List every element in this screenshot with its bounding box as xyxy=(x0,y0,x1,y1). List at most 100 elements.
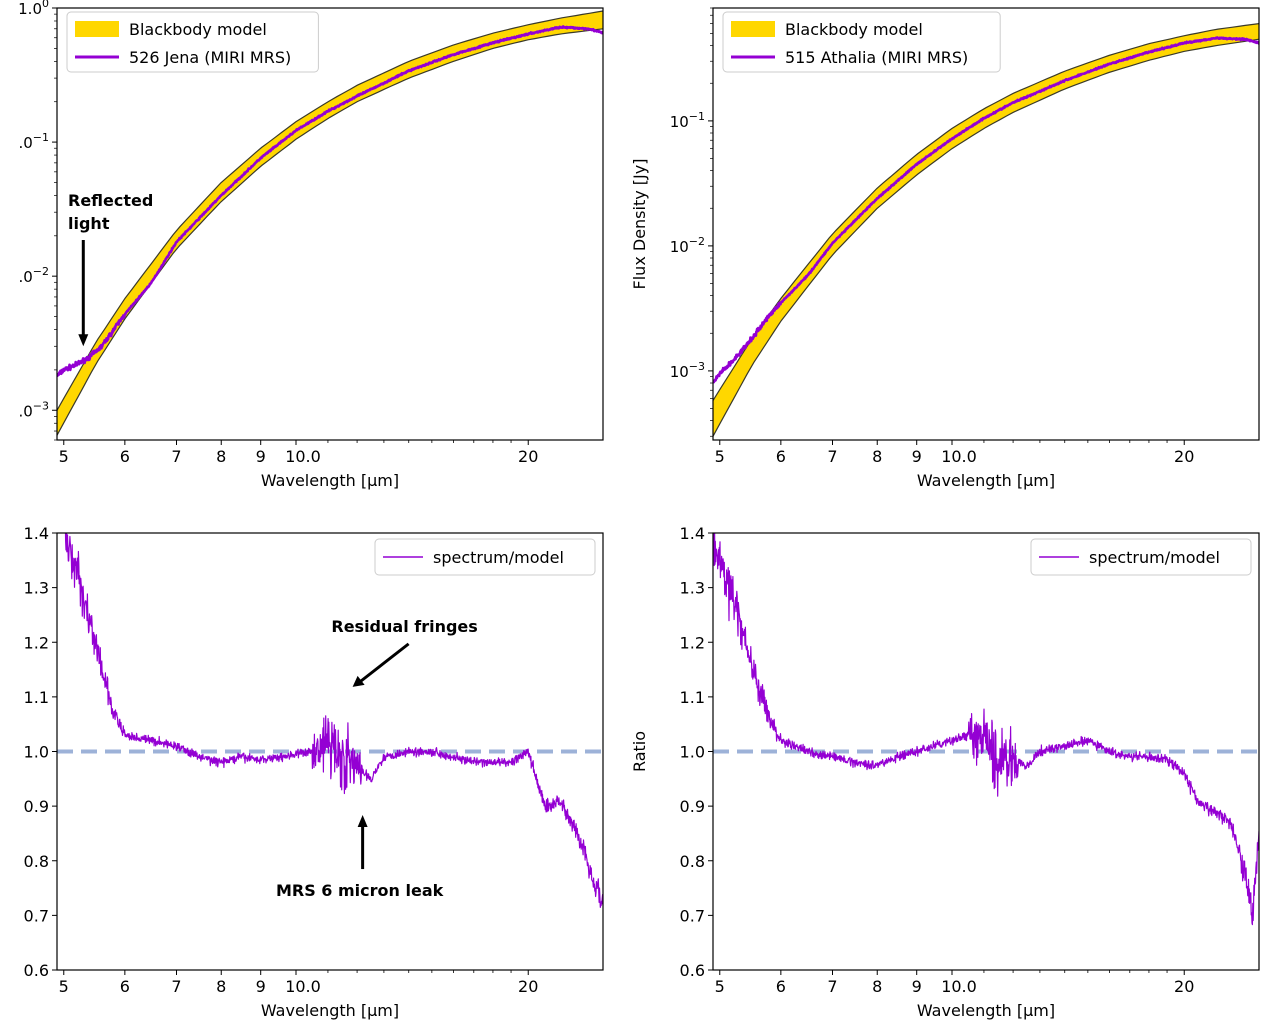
y-axis-label: Ratio xyxy=(630,731,649,772)
x-axis-label: Wavelength [μm] xyxy=(261,1001,399,1020)
x-tick-label: 10.0 xyxy=(941,447,977,466)
annotation-arrow-shaft xyxy=(357,642,410,685)
y-tick-label: 0.6 xyxy=(24,961,49,980)
blackbody-band xyxy=(713,23,1259,437)
x-tick-label: 8 xyxy=(216,447,226,466)
y-tick-label: 1.4 xyxy=(680,524,705,543)
x-tick-label: 9 xyxy=(912,977,922,996)
x-tick-label: 9 xyxy=(912,447,922,466)
x-tick-label: 7 xyxy=(827,977,837,996)
x-tick-label: 10.0 xyxy=(941,977,977,996)
y-tick-label: 1.1 xyxy=(680,688,705,707)
x-tick-label: 20 xyxy=(1174,977,1194,996)
legend-box xyxy=(722,11,1001,73)
x-tick-label: 7 xyxy=(171,977,181,996)
annotation-arrowhead xyxy=(352,675,365,687)
plot-area xyxy=(57,10,603,436)
legend-entry: spectrum/model xyxy=(433,548,564,567)
annotation-text: light xyxy=(68,214,110,233)
plot-area xyxy=(713,23,1259,437)
legend-entry: 515 Athalia (MIRI MRS) xyxy=(785,48,968,67)
x-tick-label: 10.0 xyxy=(285,977,321,996)
legend-swatch-band xyxy=(75,21,119,37)
legend-entry: Blackbody model xyxy=(129,20,267,39)
y-axis: 0.6 0.7 0.8 0.9 1.0 1.1 1.2 1.3 1.4 Ratio xyxy=(630,524,713,980)
axes-frame xyxy=(56,7,604,441)
x-tick-label: 5 xyxy=(715,977,725,996)
y-tick-label: 1.3 xyxy=(680,579,705,598)
x-tick-label: 20 xyxy=(518,977,538,996)
annotation-text: MRS 6 micron leak xyxy=(276,881,444,900)
y-tick-label: 0.8 xyxy=(24,852,49,871)
chart-panel-bottom-right: 5 6 7 8 9 10.0 20 Wavelength [μm] 0.6 0.7 0.8 0.9 1.… xyxy=(630,524,1260,1020)
y-tick-label: 1.2 xyxy=(680,633,705,652)
x-tick-label: 6 xyxy=(120,977,130,996)
annotation-arrowhead xyxy=(78,334,89,347)
x-tick-label: 8 xyxy=(872,447,882,466)
y-axis-label: Flux Density [Jy] xyxy=(630,159,649,290)
axes-frame xyxy=(712,7,1260,441)
y-tick-label: .0−2 xyxy=(18,265,49,286)
x-tick-label: 6 xyxy=(776,447,786,466)
y-tick-label: 0.7 xyxy=(24,906,49,925)
y-tick-label: 0.8 xyxy=(680,852,705,871)
x-axis: 5 6 7 8 9 10.0 20 Wavelength [μm] xyxy=(715,970,1194,1020)
series-515-athalia-miri-mrs- xyxy=(713,36,1259,384)
x-axis: 5 6 7 8 9 10.0 20 Wavelength [μm] xyxy=(715,440,1194,490)
blackbody-upper-edge xyxy=(713,23,1259,401)
blackbody-upper-edge xyxy=(57,10,603,411)
y-tick-label: 1.00 xyxy=(18,0,49,18)
x-tick-label: 20 xyxy=(518,447,538,466)
chart-panel-top-right: 5 6 7 8 9 10.0 20 Wavelength [μm] 10−3 10−2 10−1 Fl… xyxy=(630,7,1260,490)
y-tick-label: .0−3 xyxy=(18,399,49,420)
legend-box xyxy=(1030,538,1252,576)
legend-box xyxy=(374,538,596,576)
x-axis: 5 6 7 8 9 10.0 20 Wavelength [μm] xyxy=(59,440,538,490)
annotation-text: Reflected xyxy=(68,191,153,210)
x-axis-label: Wavelength [μm] xyxy=(917,1001,1055,1020)
y-tick-label: 1.0 xyxy=(24,743,49,762)
x-tick-label: 5 xyxy=(59,447,69,466)
legend-entry: 526 Jena (MIRI MRS) xyxy=(129,48,291,67)
y-tick-label: 1.4 xyxy=(24,524,49,543)
x-tick-label: 10.0 xyxy=(285,447,321,466)
y-tick-label: 0.7 xyxy=(680,906,705,925)
y-tick-label: 0.9 xyxy=(680,797,705,816)
legend: spectrum/model xyxy=(374,538,596,576)
annotations: Reflected light xyxy=(68,191,153,347)
y-axis: .0−3 .0−2 .0−1 1.00 xyxy=(18,0,57,441)
legend: Blackbody model 515 Athalia (MIRI MRS) xyxy=(722,11,1001,73)
legend-entry: spectrum/model xyxy=(1089,548,1220,567)
x-axis-label: Wavelength [μm] xyxy=(261,471,399,490)
annotations: Residual fringes MRS 6 micron leak xyxy=(276,617,478,900)
legend: Blackbody model 526 Jena (MIRI MRS) xyxy=(66,11,319,73)
x-axis: 5 6 7 8 9 10.0 20 Wavelength [μm] xyxy=(59,970,538,1020)
annotation-text: Residual fringes xyxy=(331,617,477,636)
x-tick-label: 9 xyxy=(256,977,266,996)
x-tick-label: 7 xyxy=(827,447,837,466)
plot-area xyxy=(713,533,1259,926)
y-tick-label: 0.9 xyxy=(24,797,49,816)
blackbody-lower-edge xyxy=(57,28,603,436)
plot-area xyxy=(57,533,603,908)
y-tick-label: .0−1 xyxy=(18,131,49,152)
legend-entry: Blackbody model xyxy=(785,20,923,39)
x-tick-label: 9 xyxy=(256,447,266,466)
y-tick-label: 1.1 xyxy=(24,688,49,707)
x-tick-label: 20 xyxy=(1174,447,1194,466)
y-tick-label: 1.3 xyxy=(24,579,49,598)
x-tick-label: 6 xyxy=(120,447,130,466)
blackbody-lower-edge xyxy=(713,38,1259,437)
chart-panel-top-left: 5 6 7 8 9 10.0 20 Wavelength [μm] .0−3 .0−2 .0−1 1.… xyxy=(18,0,604,490)
y-tick-label: 10−1 xyxy=(670,110,705,131)
y-tick-label: 10−3 xyxy=(670,360,705,381)
x-tick-label: 8 xyxy=(216,977,226,996)
annotation-arrowhead xyxy=(357,815,368,828)
blackbody-band xyxy=(57,11,603,436)
y-axis: 0.6 0.7 0.8 0.9 1.0 1.1 1.2 1.3 1.4 xyxy=(24,524,57,980)
x-tick-label: 7 xyxy=(171,447,181,466)
chart-panel-bottom-left: 5 6 7 8 9 10.0 20 Wavelength [μm] 0.6 0.7 0.8 0.9 1.… xyxy=(24,524,604,1020)
y-tick-label: 10−2 xyxy=(670,235,705,256)
series-526-jena-miri-mrs- xyxy=(57,25,603,378)
